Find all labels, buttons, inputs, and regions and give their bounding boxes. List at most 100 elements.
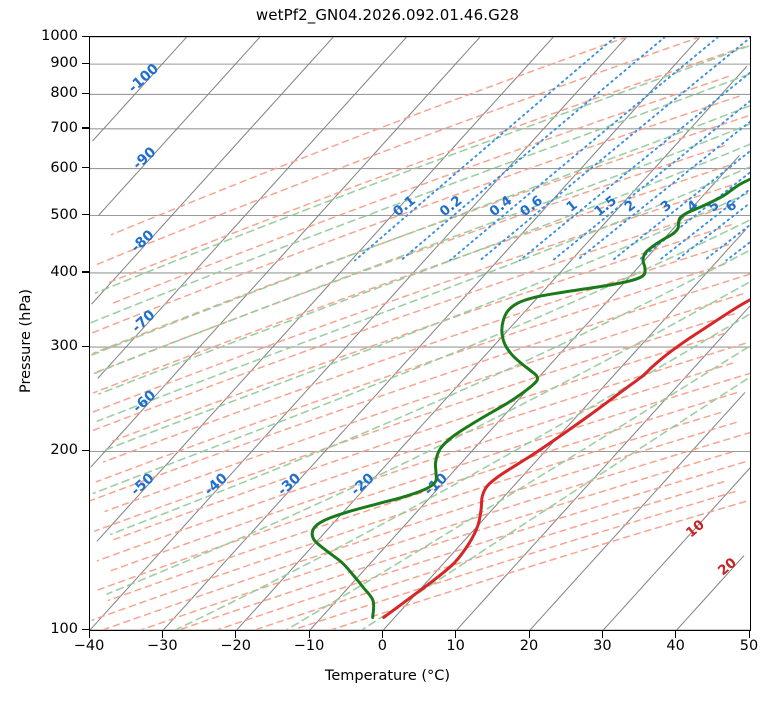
mixing-ratio-label: 2 (622, 197, 639, 215)
moist-adiabat-line (285, 346, 750, 630)
x-tick-mark (161, 631, 164, 638)
mixing-ratio-line (637, 171, 750, 262)
x-tick-label: 0 (377, 638, 387, 654)
isotherm-line (97, 37, 408, 379)
dry-adiabat-line (101, 421, 737, 630)
x-tick-label: 20 (519, 638, 539, 654)
dry-adiabat-line (102, 243, 730, 463)
x-tick-mark (235, 631, 237, 638)
y-tick-label: 300 (50, 338, 78, 355)
y-tick-label: 1000 (41, 28, 78, 44)
x-tick-label: 40 (666, 638, 685, 654)
x-tick-mark (675, 631, 677, 638)
y-tick-mark (82, 345, 89, 347)
isotherm-line (98, 37, 261, 216)
dry-adiabat-line (139, 431, 750, 630)
dry-adiabat-line (104, 293, 744, 513)
mixing-ratio-line (611, 150, 750, 262)
moist-adiabat-line (106, 282, 749, 595)
dry-adiabat-line (104, 46, 745, 285)
mixing-ratio-line (479, 37, 750, 262)
y-tick-mark (82, 92, 89, 95)
mixing-ratio-line (658, 190, 749, 262)
mixing-ratio-line (518, 71, 750, 262)
dry-adiabat-line (90, 273, 750, 502)
y-tick-label: 200 (50, 442, 78, 459)
isotherm-line (602, 467, 750, 630)
isotherm-line (90, 37, 481, 468)
moist-adiabat-label: 20 (715, 555, 740, 579)
moist-adiabat-line (96, 166, 750, 422)
dry-adiabat-line (108, 224, 732, 443)
moist-adiabat-line (90, 105, 750, 357)
y-tick-label: 100 (50, 621, 78, 637)
y-tick-mark (82, 214, 89, 216)
isotherm-line (92, 37, 188, 142)
dry-adiabat-line (215, 461, 746, 630)
y-tick-mark (82, 628, 89, 630)
moist-adiabat-line (361, 378, 748, 630)
x-tick-mark (748, 631, 750, 638)
moist-adiabat-line (92, 219, 750, 495)
dry-adiabat-line (90, 95, 740, 335)
x-tick-mark (381, 631, 384, 638)
x-tick-label: 30 (593, 638, 612, 654)
x-tick-mark (601, 631, 604, 638)
dry-adiabat-line (95, 372, 750, 592)
x-tick-label: −20 (220, 638, 251, 654)
isotherm-label: -70 (129, 307, 159, 336)
mixing-ratio-line (576, 120, 750, 262)
dewpoint-profile (310, 177, 750, 619)
mixing-ratio-line (675, 204, 748, 262)
x-tick-label: 50 (739, 638, 759, 654)
plot-area: 0.1 0.2 0.4 0.6 1 1.5 2 3 4 5 6 -100 -90 -80 -70 -60 -50… (89, 36, 751, 631)
dry-adiabat-line (96, 37, 701, 266)
x-tick-mark (528, 631, 530, 638)
y-tick-mark (82, 62, 89, 64)
dry-adiabat-line (110, 362, 734, 572)
isotherm-line (236, 66, 748, 630)
isotherm-label: -80 (128, 227, 158, 256)
moist-adiabat-line (109, 250, 749, 536)
y-tick-label: 400 (50, 263, 78, 280)
mixing-ratio-line (725, 241, 750, 262)
y-tick-label: 900 (50, 55, 78, 72)
mixing-ratio-line (551, 100, 750, 262)
dry-adiabat-line (109, 332, 725, 542)
dry-adiabat-line (95, 263, 725, 483)
y-tick-mark (82, 271, 89, 273)
temperature-profile (382, 297, 750, 619)
isotherm-line (382, 229, 747, 630)
y-tick-mark (82, 127, 89, 129)
dry-adiabat-line (107, 392, 738, 602)
y-tick-mark (82, 35, 89, 37)
isotherm-line (90, 37, 628, 630)
skewt-canvas: 0.1 0.2 0.4 0.6 1 1.5 2 3 4 5 6-100-90-80-70-60-50… (90, 37, 750, 630)
isotherm-line (162, 37, 701, 630)
dry-adiabat-line (93, 144, 726, 374)
dry-adiabat-line (90, 204, 733, 433)
mixing-ratio-line (354, 37, 617, 262)
x-tick-label: −30 (147, 638, 178, 654)
isotherm-label: -30 (275, 470, 305, 499)
x-tick-label: 10 (446, 638, 465, 654)
moist-adiabat-line (100, 192, 749, 453)
y-tick-label: 600 (50, 159, 78, 176)
isotherm-label: -50 (128, 470, 158, 499)
y-tick-mark (82, 449, 89, 452)
mixing-ratio-line (399, 37, 666, 262)
isotherm-label: -60 (130, 387, 160, 416)
dry-adiabat-line (92, 115, 749, 355)
moist-adiabat-line (174, 314, 750, 630)
moist-adiabat-line (90, 73, 750, 324)
y-tick-label: 800 (50, 85, 78, 102)
x-tick-mark (88, 631, 90, 638)
isotherm-line (676, 555, 745, 630)
y-tick-label: 700 (50, 119, 78, 136)
isotherm-line (91, 37, 334, 305)
x-axis-title: Temperature (°C) (324, 668, 451, 684)
dry-adiabat-line (177, 451, 733, 630)
isotherm-line (529, 392, 746, 630)
moist-adiabat-line (98, 143, 750, 395)
x-tick-mark (308, 631, 310, 638)
